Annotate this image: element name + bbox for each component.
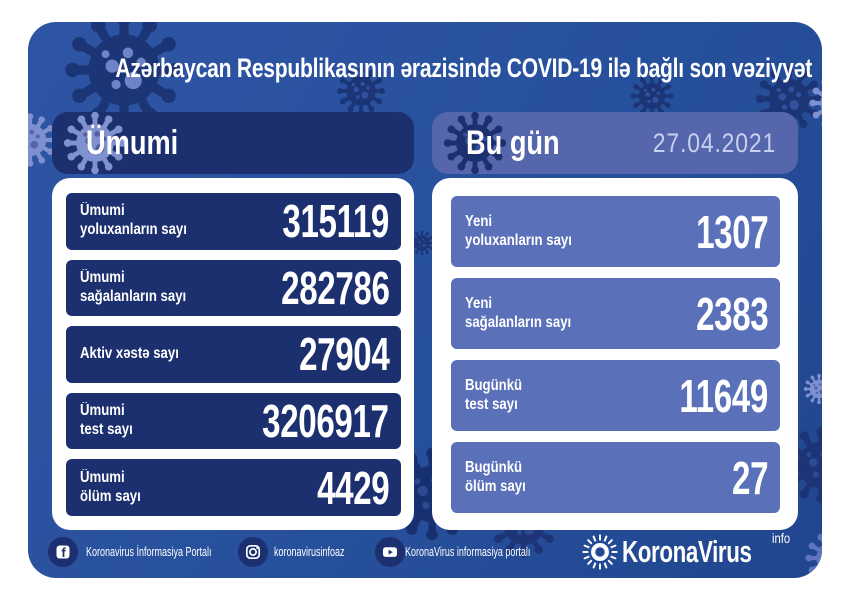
stat-label: Bugünkü test sayı <box>465 376 523 413</box>
youtube-handle[interactable]: KoronaVirus informasiya portalı <box>405 545 531 559</box>
row-total-deaths: Ümumi ölüm sayı 4429 <box>66 459 401 516</box>
stat-label: Aktiv xəstə sayı <box>80 345 179 363</box>
virus-icon <box>802 372 822 406</box>
footer: f Koronavirus İnformasiya Portalı korona… <box>28 22 822 578</box>
overall-panel-title: Ümumi <box>86 123 179 162</box>
stat-value: 11649 <box>679 369 769 422</box>
stat-value: 27904 <box>298 328 390 381</box>
stat-label: Bugünkü ölüm sayı <box>465 458 526 495</box>
row-total-tests: Ümumi test sayı 3206917 <box>66 392 401 450</box>
stat-label: Ümumi test sayı <box>80 402 133 439</box>
stat-value: 2383 <box>695 287 769 340</box>
today-panel-header: Bu gün 27.04.2021 <box>432 112 798 174</box>
covid-status-card: Azərbaycan Respublikasının ərazisində CO… <box>28 22 822 578</box>
facebook-handle[interactable]: Koronavirus İnformasiya Portalı <box>86 545 212 559</box>
stat-value: 3206917 <box>262 395 390 448</box>
instagram-icon[interactable] <box>238 537 268 567</box>
youtube-icon[interactable] <box>375 537 405 567</box>
stat-label: Yeni sağalanların sayı <box>465 294 572 331</box>
row-active-cases: Aktiv xəstə sayı 27904 <box>66 326 401 383</box>
stat-label: Yeni yoluxanların sayı <box>465 212 572 249</box>
logo-text: KoronaVirus <box>622 534 752 569</box>
report-date: 27.04.2021 <box>652 127 776 158</box>
logo-suffix: info <box>772 530 791 546</box>
facebook-icon[interactable]: f <box>48 537 78 567</box>
row-new-recovered: Yeni sağalanların sayı 2383 <box>451 278 780 349</box>
svg-text:f: f <box>61 545 66 560</box>
row-new-infections: Yeni yoluxanların sayı 1307 <box>451 196 780 267</box>
stat-label: Ümumi sağalanların sayı <box>80 268 187 305</box>
overall-panel-header: Ümumi <box>52 112 414 174</box>
today-panel-body: Yeni yoluxanların sayı 1307 Yeni sağalan… <box>432 178 798 530</box>
stat-label: Ümumi yoluxanların sayı <box>80 202 187 239</box>
stat-value: 282786 <box>280 261 390 314</box>
stat-value: 315119 <box>282 195 389 248</box>
stat-label: Ümumi ölüm sayı <box>80 468 141 505</box>
row-total-infections: Ümumi yoluxanların sayı 315119 <box>66 193 401 250</box>
row-today-deaths: Bugünkü ölüm sayı 27 <box>451 442 780 513</box>
page-title: Azərbaycan Respublikasının ərazisində CO… <box>115 53 812 83</box>
row-today-tests: Bugünkü test sayı 11649 <box>451 360 780 431</box>
stat-value: 27 <box>731 451 768 504</box>
today-panel-title: Bu gün <box>466 123 560 162</box>
row-total-recovered: Ümumi sağalanların sayı 282786 <box>66 259 401 317</box>
virus-icon <box>802 527 822 578</box>
virus-logo-icon <box>582 534 618 570</box>
instagram-handle[interactable]: koronavirusinfoaz <box>274 545 345 559</box>
overall-panel-body: Ümumi yoluxanların sayı 315119 Ümumi sağ… <box>52 178 414 530</box>
stat-value: 4429 <box>316 461 390 514</box>
stat-value: 1307 <box>695 205 769 258</box>
